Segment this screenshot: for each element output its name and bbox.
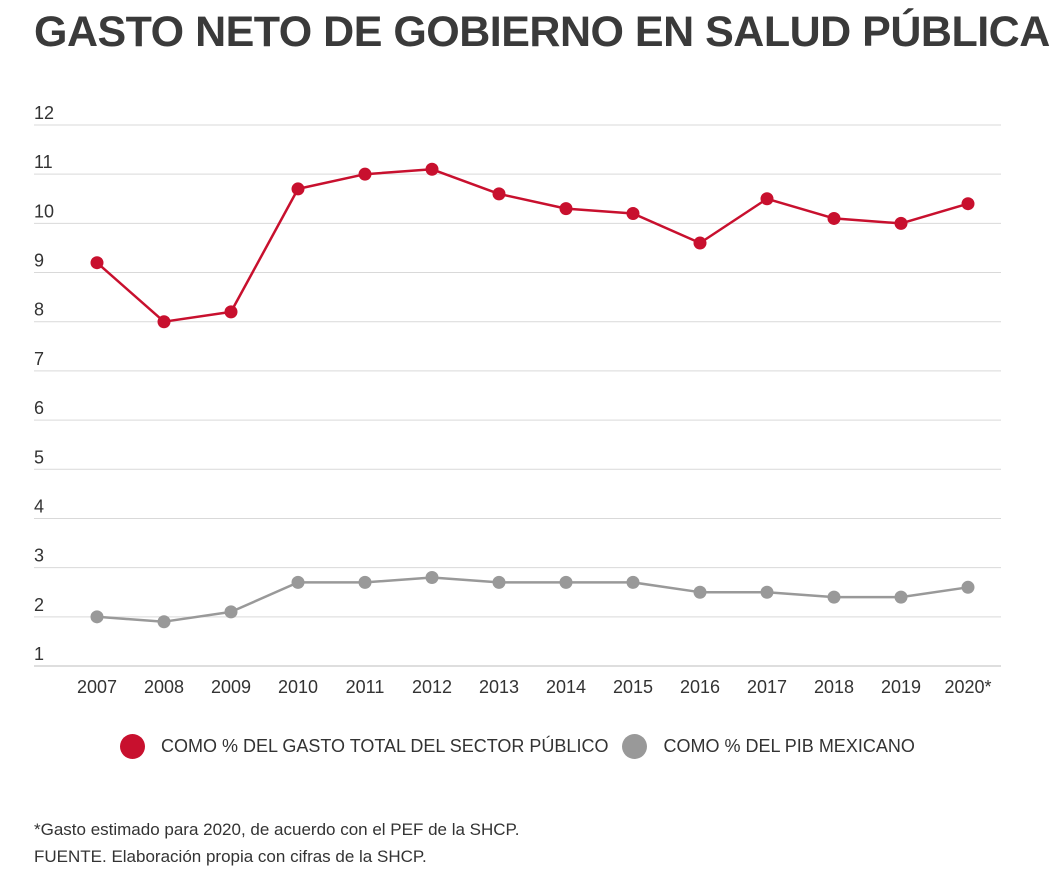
- data-point: [760, 192, 774, 206]
- data-point: [894, 590, 908, 604]
- series-line: [95, 576, 970, 623]
- y-tick-label: 3: [34, 546, 44, 566]
- legend-label: COMO % DEL GASTO TOTAL DEL SECTOR PÚBLIC…: [161, 736, 609, 756]
- data-point: [693, 236, 707, 250]
- x-tick-label: 2017: [747, 677, 787, 697]
- data-point: [961, 197, 975, 211]
- y-tick-label: 8: [34, 300, 44, 320]
- data-point: [693, 585, 707, 599]
- x-tick-label: 2016: [680, 677, 720, 697]
- legend-item-gasto-total: COMO % DEL GASTO TOTAL DEL SECTOR PÚBLIC…: [120, 734, 608, 759]
- data-point: [157, 615, 171, 629]
- y-tick-label: 10: [34, 201, 54, 221]
- data-point: [492, 187, 506, 201]
- x-tick-label: 2007: [77, 677, 117, 697]
- data-point: [559, 575, 573, 589]
- y-axis-ticks: 12 11 10 9 8 7 6 5 4 3 2 1: [34, 103, 54, 664]
- series-line: [95, 168, 970, 323]
- data-point: [157, 315, 171, 329]
- data-point: [224, 605, 238, 619]
- source-note: FUENTE. Elaboración propia con cifras de…: [34, 847, 427, 866]
- x-tick-label: 2009: [211, 677, 251, 697]
- data-point: [559, 202, 573, 216]
- data-point: [894, 216, 908, 230]
- chart-notes: *Gasto estimado para 2020, de acuerdo co…: [34, 816, 519, 870]
- data-point: [90, 256, 104, 270]
- grid-lines: [34, 124, 1001, 667]
- series-0: [90, 162, 975, 329]
- data-point: [827, 590, 841, 604]
- x-tick-label: 2020*: [944, 677, 991, 697]
- data-point: [961, 580, 975, 594]
- data-point: [358, 167, 372, 181]
- data-point: [291, 182, 305, 196]
- footnote: *Gasto estimado para 2020, de acuerdo co…: [34, 820, 520, 839]
- x-tick-label: 2011: [346, 677, 385, 697]
- data-point: [425, 570, 439, 584]
- x-tick-label: 2018: [814, 677, 854, 697]
- data-point: [358, 575, 372, 589]
- chart-title: GASTO NETO DE GOBIERNO EN SALUD PÚBLICA: [34, 8, 1050, 56]
- legend: COMO % DEL GASTO TOTAL DEL SECTOR PÚBLIC…: [120, 734, 929, 759]
- y-tick-label: 2: [34, 595, 44, 615]
- x-tick-label: 2013: [479, 677, 519, 697]
- x-tick-label: 2012: [412, 677, 452, 697]
- data-point: [626, 575, 640, 589]
- data-point: [492, 575, 506, 589]
- x-tick-label: 2014: [546, 677, 586, 697]
- series-1: [90, 570, 975, 629]
- y-tick-label: 7: [34, 349, 44, 369]
- x-axis-ticks: 2007 2008 2009 2010 2011 2012 2013 2014 2015 2016…: [77, 677, 992, 697]
- y-tick-label: 9: [34, 251, 44, 271]
- data-point: [224, 305, 238, 319]
- legend-item-pib: COMO % DEL PIB MEXICANO: [622, 734, 915, 759]
- y-tick-label: 12: [34, 103, 54, 123]
- data-point: [626, 207, 640, 221]
- y-tick-label: 1: [34, 644, 44, 664]
- line-chart: 12 11 10 9 8 7 6 5 4 3 2 1 2007 2008 2009 2010 2011 2012…: [34, 103, 1001, 697]
- legend-label: COMO % DEL PIB MEXICANO: [663, 736, 915, 756]
- data-point: [90, 610, 104, 624]
- data-point: [760, 585, 774, 599]
- legend-swatch-red: [120, 734, 145, 759]
- data-point: [827, 211, 841, 225]
- x-tick-label: 2008: [144, 677, 184, 697]
- legend-swatch-gray: [622, 734, 648, 759]
- y-tick-label: 5: [34, 447, 44, 467]
- y-tick-label: 6: [34, 398, 44, 418]
- data-point: [425, 162, 439, 176]
- x-tick-label: 2010: [278, 677, 318, 697]
- y-tick-label: 4: [34, 496, 44, 516]
- data-point: [291, 575, 305, 589]
- series-layer: [90, 162, 975, 629]
- y-tick-label: 11: [34, 152, 53, 172]
- x-tick-label: 2019: [881, 677, 921, 697]
- x-tick-label: 2015: [613, 677, 653, 697]
